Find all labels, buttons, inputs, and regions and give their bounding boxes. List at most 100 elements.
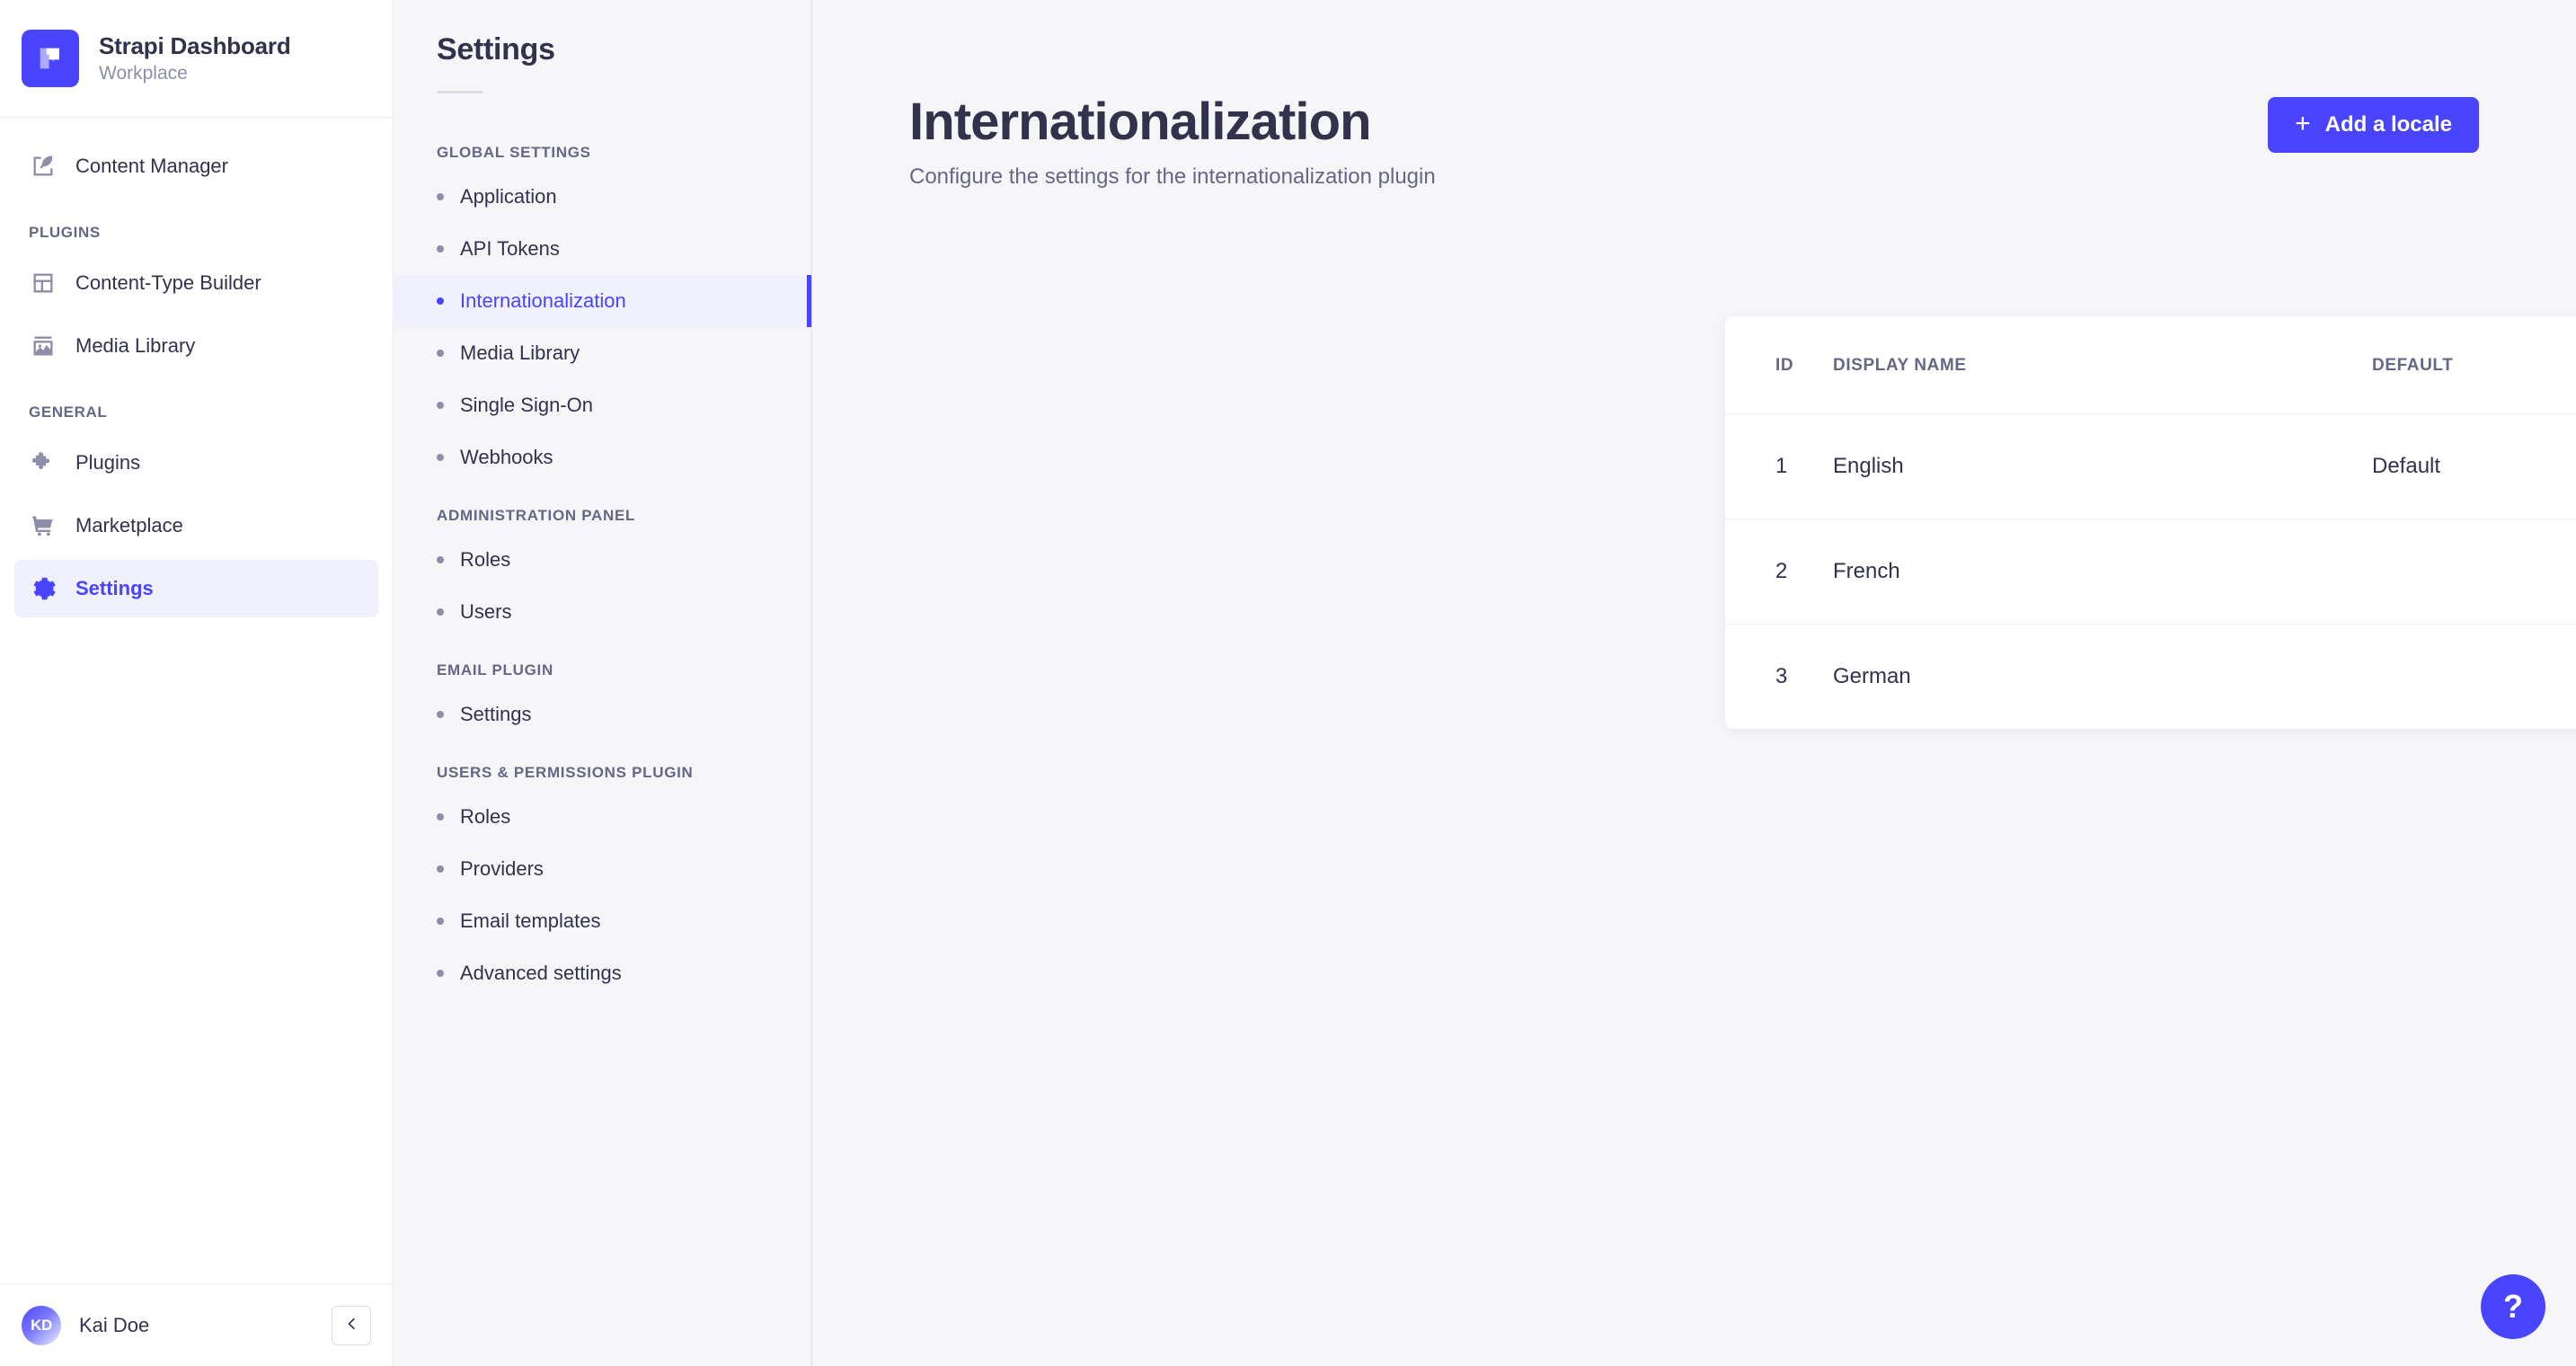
collapse-sidebar-button[interactable]	[332, 1305, 371, 1345]
sidebar-item-label: Settings	[75, 577, 154, 599]
bullet-icon	[437, 970, 444, 977]
subnav-item-label: Roles	[460, 548, 511, 571]
subnav-item-api-tokens[interactable]: API Tokens	[394, 223, 811, 275]
page-header: Internationalization Configure the setti…	[812, 0, 2576, 190]
feather-icon	[29, 152, 58, 181]
subnav-item-single-sign-on[interactable]: Single Sign-On	[394, 379, 811, 431]
table-row[interactable]: 2 French	[1725, 519, 2576, 625]
cell-id: 1	[1725, 413, 1833, 519]
subnav-item-label: Media Library	[460, 342, 580, 364]
sidebar-item-label: Marketplace	[75, 514, 183, 537]
subnav-item-label: Settings	[460, 703, 532, 725]
cell-default	[2372, 625, 2576, 730]
sidebar-item-label: Media Library	[75, 334, 196, 357]
subnav-section-users-permissions-plugin: USERS & PERMISSIONS PLUGIN	[437, 764, 694, 781]
sidebar-item-content-manager[interactable]: Content Manager	[14, 137, 378, 195]
sidebar-item-settings[interactable]: Settings	[14, 560, 378, 617]
settings-subnav: Settings GLOBAL SETTINGS Application API…	[394, 0, 812, 1366]
sidebar-item-label: Content Manager	[75, 155, 228, 177]
subnav-item-label: Advanced settings	[460, 962, 622, 984]
cell-display-name: French	[1833, 519, 2372, 625]
question-mark-icon: ?	[2503, 1288, 2523, 1325]
subnav-item-application[interactable]: Application	[394, 171, 811, 223]
cell-display-name: German	[1833, 664, 1911, 688]
main-sidebar: Strapi Dashboard Workplace Content Manag…	[0, 0, 394, 1366]
strapi-logo-icon	[22, 30, 79, 87]
bullet-icon	[437, 865, 444, 873]
table-header: ID DISPLAY NAME DEFAULT	[1725, 316, 2576, 414]
cell-id: 2	[1725, 519, 1833, 625]
table-row[interactable]: 3 German	[1725, 625, 2576, 730]
cell-id: 3	[1775, 664, 1788, 688]
add-locale-label: Add a locale	[2324, 112, 2452, 137]
plus-icon: +	[2295, 109, 2311, 138]
sidebar-item-plugins[interactable]: Plugins	[14, 434, 378, 492]
subnav-item-label: Email templates	[460, 909, 601, 932]
subnav-item-advanced-settings[interactable]: Advanced settings	[394, 947, 811, 999]
sidebar-item-label: Plugins	[75, 451, 141, 474]
puzzle-icon	[29, 448, 58, 477]
subnav-item-label: Providers	[460, 857, 544, 880]
layout-icon	[29, 269, 58, 297]
subnav-item-admin-roles[interactable]: Roles	[394, 534, 811, 586]
locales-table: ID DISPLAY NAME DEFAULT 1 English Defaul…	[1725, 316, 2576, 729]
avatar[interactable]: KD	[22, 1305, 61, 1345]
help-button[interactable]: ?	[2481, 1274, 2545, 1339]
subnav-item-label: Webhooks	[460, 446, 553, 468]
table-row[interactable]: 1 English Default	[1725, 413, 2576, 519]
column-header-id: ID	[1725, 316, 1833, 414]
brand-header[interactable]: Strapi Dashboard Workplace	[0, 0, 393, 118]
bullet-icon	[437, 711, 444, 718]
bullet-icon	[437, 813, 444, 820]
subnav-item-up-roles[interactable]: Roles	[394, 791, 811, 843]
subnav-item-email-templates[interactable]: Email templates	[394, 895, 811, 947]
table-body: 1 English Default	[1725, 413, 2576, 730]
column-header-display-name: DISPLAY NAME	[1833, 316, 2372, 414]
subnav-header: Settings	[394, 0, 811, 93]
subnav-item-label: Application	[460, 185, 557, 208]
page-subtitle: Configure the settings for the internati…	[909, 164, 1436, 189]
gear-icon	[29, 574, 58, 603]
sidebar-item-marketplace[interactable]: Marketplace	[14, 497, 378, 554]
column-header-default: DEFAULT	[2372, 316, 2576, 414]
table-header-row: ID DISPLAY NAME DEFAULT	[1725, 316, 2576, 414]
main-content: Internationalization Configure the setti…	[812, 0, 2576, 1366]
sidebar-item-content-type-builder[interactable]: Content-Type Builder	[14, 254, 378, 312]
bullet-icon	[437, 454, 444, 461]
subnav-item-label: Users	[460, 600, 512, 623]
chevron-left-icon	[342, 1315, 360, 1335]
shopping-cart-icon	[29, 511, 58, 540]
sidebar-item-label: Content-Type Builder	[75, 271, 261, 294]
subnav-item-media-library[interactable]: Media Library	[394, 327, 811, 379]
locales-card: ID DISPLAY NAME DEFAULT 1 English Defaul…	[1725, 316, 2576, 729]
user-bar: KD Kai Doe	[0, 1283, 393, 1366]
subnav-title: Settings	[437, 32, 555, 67]
bullet-icon	[437, 193, 444, 200]
subnav-body: GLOBAL SETTINGS Application API Tokens I…	[394, 93, 811, 999]
user-name: Kai Doe	[79, 1313, 150, 1336]
sidebar-item-media-library[interactable]: Media Library	[14, 317, 378, 375]
subnav-item-internationalization[interactable]: Internationalization	[394, 275, 811, 327]
sidebar-section-plugins: PLUGINS	[29, 224, 101, 241]
subnav-item-label: API Tokens	[460, 237, 560, 260]
cell-default	[2372, 519, 2576, 625]
bullet-icon	[437, 297, 444, 305]
add-locale-button[interactable]: + Add a locale	[2268, 97, 2479, 153]
bullet-icon	[437, 245, 444, 253]
page-header-text: Internationalization Configure the setti…	[909, 93, 1436, 190]
sidebar-section-general: GENERAL	[29, 404, 108, 421]
bullet-icon	[437, 918, 444, 925]
subnav-item-providers[interactable]: Providers	[394, 843, 811, 895]
subnav-item-webhooks[interactable]: Webhooks	[394, 431, 811, 483]
cell-default: Default	[2372, 413, 2576, 519]
subnav-item-email-settings[interactable]: Settings	[394, 688, 811, 741]
brand-subtitle: Workplace	[99, 63, 188, 84]
subnav-item-label: Single Sign-On	[460, 394, 593, 416]
subnav-item-admin-users[interactable]: Users	[394, 586, 811, 638]
bullet-icon	[437, 556, 444, 563]
subnav-item-label: Roles	[460, 805, 511, 828]
subnav-item-label: Internationalization	[460, 289, 626, 312]
subnav-section-administration-panel: ADMINISTRATION PANEL	[437, 507, 636, 524]
brand-title: Strapi Dashboard	[99, 32, 291, 59]
